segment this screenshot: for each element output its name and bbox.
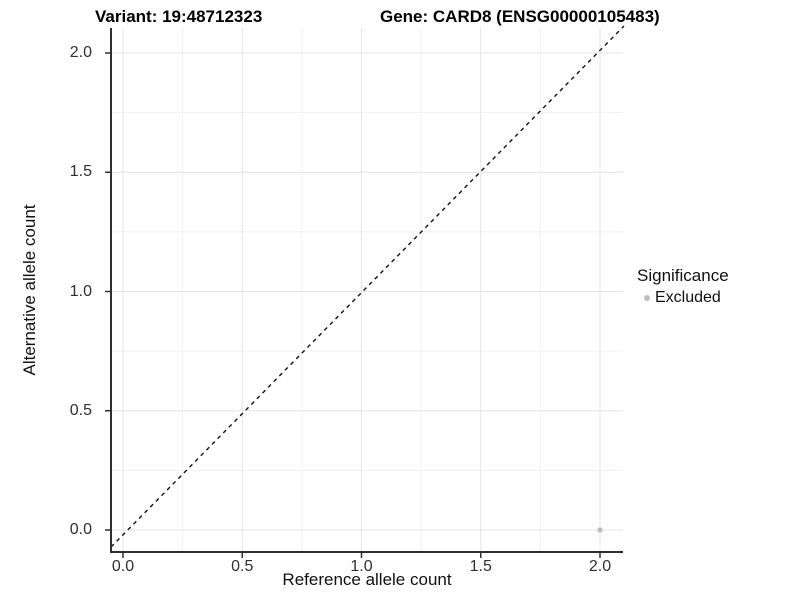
y-tick-label: 1.5 [69,163,92,181]
gene-title: Gene: CARD8 (ENSG00000105483) [380,7,660,26]
x-tick-label: 0.5 [231,558,254,575]
point-swatch-icon [644,295,650,301]
data-point [597,527,603,533]
x-tick-label: 1.5 [469,558,492,575]
x-tick-label: 2.0 [588,558,612,575]
plot-canvas [105,25,625,558]
y-tick-label: 0.5 [69,401,92,419]
x-tick-label: 1.0 [350,558,373,575]
legend: Significance Excluded [637,266,729,307]
y-tick-label: 0.0 [69,521,92,538]
variant-title: Variant: 19:48712323 [95,7,263,26]
y-axis-title: Alternative allele count [20,204,39,376]
y-tick-label: 1.0 [69,282,92,300]
legend-title: Significance [637,266,729,285]
plot-panel [105,25,625,558]
identity-dashed-line [110,25,625,548]
x-tick-label: 0.0 [111,558,135,575]
legend-item-label: Excluded [655,289,721,306]
legend-item-excluded: Excluded [637,289,729,307]
x-axis-title: Reference allele count [282,570,452,589]
y-tick-label: 2.0 [69,44,92,61]
